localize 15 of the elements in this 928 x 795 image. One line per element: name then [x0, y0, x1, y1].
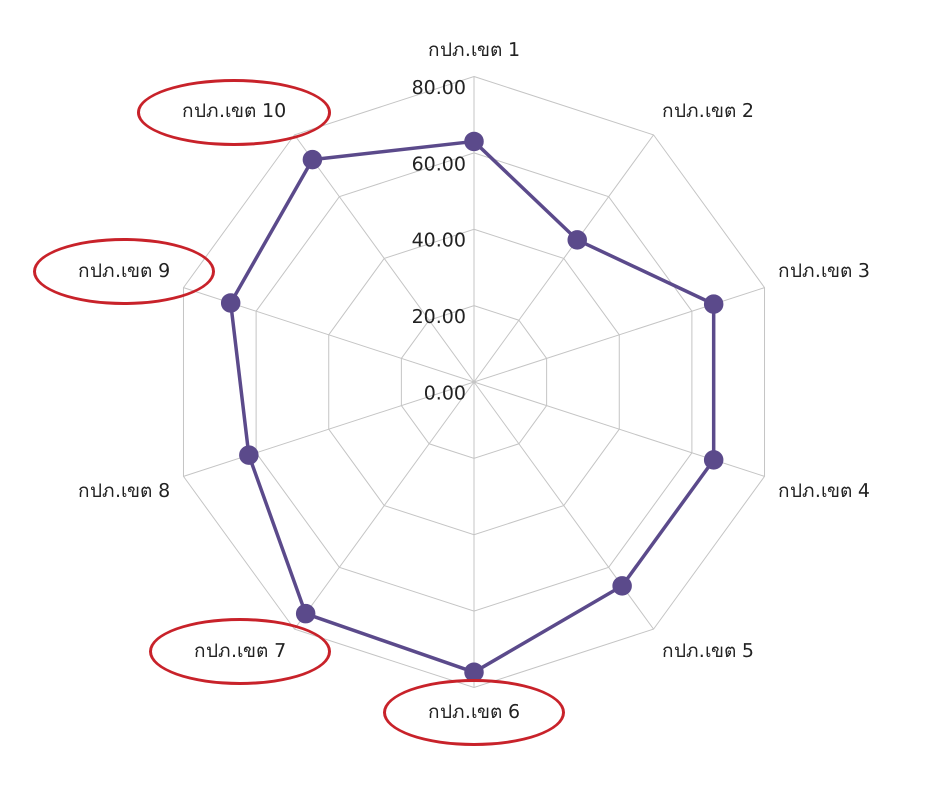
- y-tick-label: 0.00: [424, 382, 466, 404]
- spoke-label: กปภ.เขต 10: [182, 100, 286, 122]
- spoke-label: กปภ.เขต 1: [428, 39, 520, 62]
- spoke-label: กปภ.เขต 7: [194, 640, 286, 662]
- spoke-label: กปภ.เขต 5: [662, 640, 754, 662]
- spoke-label: กปภ.เขต 9: [78, 260, 170, 282]
- y-tick-label: 60.00: [412, 153, 466, 176]
- spoke-label: กปภ.เขต 8: [78, 480, 170, 502]
- y-tick-label: 40.00: [412, 230, 466, 252]
- y-tick-label: 80.00: [412, 76, 466, 99]
- spoke-label: กปภ.เขต 4: [778, 480, 870, 502]
- y-tick-label: 20.00: [412, 306, 466, 328]
- spoke-label: กปภ.เขต 6: [428, 700, 520, 723]
- spoke-label: กปภ.เขต 2: [662, 100, 754, 122]
- spoke-label: กปภ.เขต 3: [778, 260, 870, 282]
